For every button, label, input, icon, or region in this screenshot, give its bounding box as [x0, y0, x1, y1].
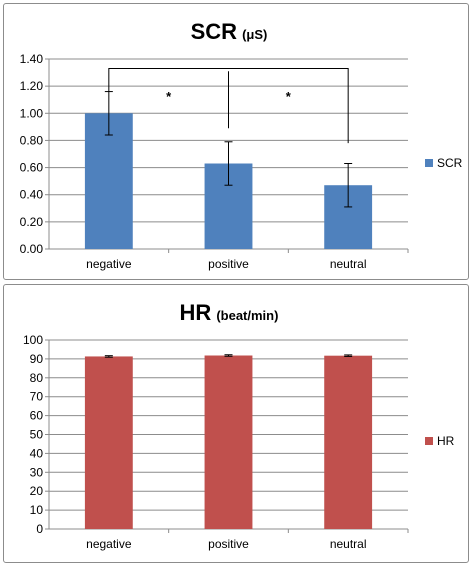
y-tick-label: 0.20 [20, 215, 44, 229]
y-tick-label: 20 [30, 484, 44, 498]
y-tick-label: 100 [23, 333, 43, 347]
y-tick-label: 70 [30, 390, 44, 404]
bar-neutral [324, 355, 373, 529]
scr-chart-panel: SCR (μS) 0.00 0.20 0.40 0.60 0.80 1.00 1.20 1.40 n… [3, 3, 469, 280]
y-tick-label: 40 [30, 446, 44, 460]
x-category-label: neutral [330, 257, 367, 271]
legend-swatch [425, 437, 433, 445]
y-tick-label: 0.80 [20, 133, 44, 147]
y-tick-label: 1.40 [20, 52, 44, 66]
scr-chart: SCR (μS) 0.00 0.20 0.40 0.60 0.80 1.00 1.20 1.40 n… [20, 19, 463, 271]
y-tick-label: 1.20 [20, 79, 44, 93]
y-tick-label: 50 [30, 428, 44, 442]
x-category-label: negative [86, 537, 132, 551]
bar-positive [204, 355, 253, 529]
y-tick-label: 0.40 [20, 188, 44, 202]
legend-swatch [425, 159, 433, 167]
x-category-label: negative [86, 257, 132, 271]
y-tick-label: 80 [30, 371, 44, 385]
y-tick-label: 0.60 [20, 161, 44, 175]
legend-label: SCR [437, 156, 463, 170]
significance-bracket [108, 68, 349, 144]
chart-title: SCR (μS) [191, 19, 268, 44]
significance-star: * [166, 89, 172, 104]
y-tick-label: 1.00 [20, 106, 44, 120]
bar-negative [84, 356, 133, 529]
hr-chart: HR (beat/min) 0 10 20 30 40 50 60 70 80 90 100 negati… [23, 300, 455, 551]
y-tick-label: 0.00 [20, 242, 44, 256]
y-tick-label: 30 [30, 465, 44, 479]
hr-chart-panel: HR (beat/min) 0 10 20 30 40 50 60 70 80 90 100 negati… [3, 284, 469, 563]
x-category-label: positive [208, 537, 249, 551]
x-category-label: neutral [330, 537, 367, 551]
legend-label: HR [437, 434, 455, 448]
y-tick-label: 10 [30, 503, 44, 517]
chart-title: HR (beat/min) [180, 300, 279, 325]
significance-star: * [286, 89, 292, 104]
y-tick-label: 0 [36, 522, 43, 536]
y-tick-label: 60 [30, 409, 44, 423]
x-category-label: positive [208, 257, 249, 271]
y-tick-label: 90 [30, 352, 44, 366]
bar-negative [84, 113, 133, 250]
